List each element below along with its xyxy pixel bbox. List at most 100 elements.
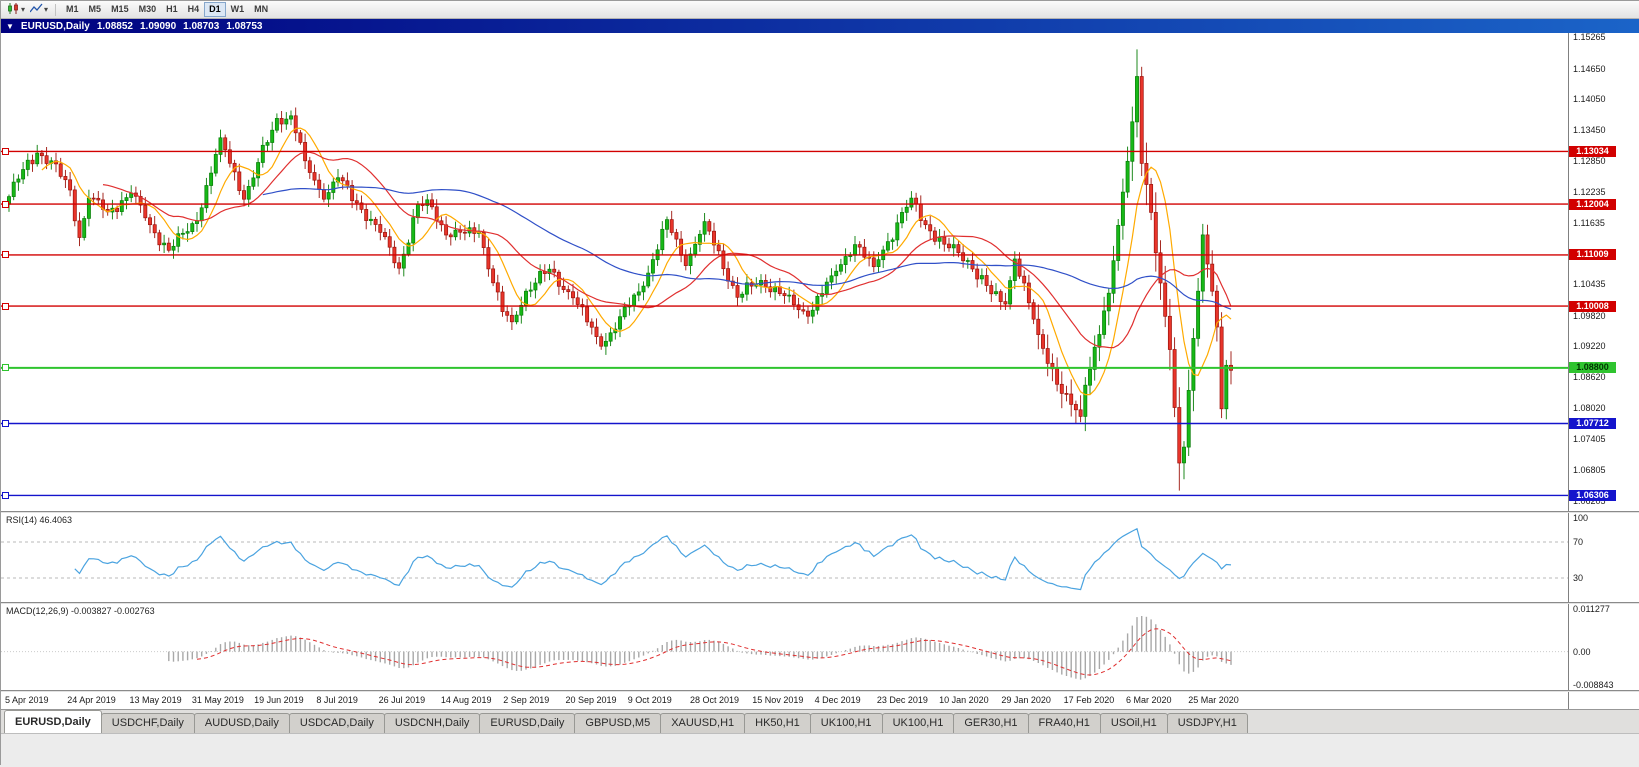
candle-body — [289, 115, 293, 120]
candle-body — [961, 252, 966, 262]
line-handle[interactable] — [2, 251, 9, 259]
price-axis-separator[interactable] — [1568, 33, 1569, 709]
candle-body — [152, 224, 157, 234]
candle-body — [965, 260, 970, 262]
rsi-line — [74, 527, 1232, 591]
timeframe-button-h1[interactable]: H1 — [161, 2, 183, 17]
candle-body — [176, 233, 181, 247]
status-bar — [1, 733, 1639, 767]
macd-indicator-label: MACD(12,26,9) -0.003827 -0.002763 — [6, 606, 155, 616]
candle-body — [791, 294, 796, 306]
candle-body — [514, 314, 519, 323]
hline-price-tag[interactable]: 1.11009 — [1569, 249, 1616, 261]
panel-divider[interactable] — [1, 511, 1639, 513]
candle-body — [270, 129, 275, 143]
timeframe-button-h4[interactable]: H4 — [183, 2, 205, 17]
candle-body — [157, 232, 162, 246]
candle-body — [1177, 407, 1182, 464]
timeframe-buttons: M1 M5 M15 M30 H1 H4 D1 W1 MN — [61, 2, 273, 17]
hline-price-tag[interactable]: 1.13034 — [1569, 145, 1616, 157]
line-handle[interactable] — [2, 419, 9, 427]
chart-tab-xauusd-h1[interactable]: XAUUSD,H1 — [660, 713, 746, 733]
chart-tab-usdchf-daily[interactable]: USDCHF,Daily — [100, 713, 195, 733]
candle-body — [63, 176, 68, 181]
candle-body — [1163, 282, 1168, 317]
candle-body — [345, 180, 350, 186]
candle-body — [124, 197, 129, 201]
hline-price-tag[interactable]: 1.08800 — [1569, 362, 1616, 374]
chart-tab-usdcnh-daily[interactable]: USDCNH,Daily — [383, 713, 481, 733]
timeframe-button-m5[interactable]: M5 — [84, 2, 107, 17]
chart-tab-ger30-h1[interactable]: GER30,H1 — [953, 713, 1029, 733]
candle-body — [491, 268, 496, 284]
candle-body — [58, 163, 63, 177]
collapse-icon[interactable]: ▼ — [6, 21, 14, 31]
candle-body — [524, 290, 528, 306]
date-axis[interactable]: 5 Apr 2019 24 Apr 2019 13 May 2019 31 May 2… — [1, 692, 1639, 709]
candle-body — [21, 169, 26, 180]
chart-tab-eurusd-daily[interactable]: EURUSD,Daily — [479, 713, 576, 733]
chart-tab-usdjpy-h1[interactable]: USDJPY,H1 — [1166, 713, 1248, 733]
rsi-chart-canvas[interactable] — [1, 513, 1639, 602]
candle-body — [533, 282, 538, 291]
candle-body — [519, 304, 524, 316]
timeframe-button-m15[interactable]: M15 — [106, 2, 134, 17]
candle-body — [1064, 393, 1069, 395]
hline-price-tag[interactable]: 1.12004 — [1569, 198, 1616, 210]
timeframe-button-w1[interactable]: W1 — [226, 2, 250, 17]
line-handle[interactable] — [2, 200, 9, 208]
chart-tab-usoil-h1[interactable]: USOil,H1 — [1099, 713, 1168, 733]
chart-tab-gbpusd-m5[interactable]: GBPUSD,M5 — [574, 713, 662, 733]
chart-tab-usdcad-daily[interactable]: USDCAD,Daily — [288, 713, 385, 733]
line-handle[interactable] — [2, 491, 9, 499]
candle-body — [1224, 364, 1229, 410]
candle-body — [679, 238, 684, 256]
date-axis-label: 24 Apr 2019 — [67, 695, 116, 705]
candle-body — [242, 190, 246, 200]
hline-price-tag[interactable]: 1.10008 — [1569, 300, 1616, 312]
chart-type-selector[interactable]: ▾ — [5, 1, 27, 19]
chart-tab-uk100-h1[interactable]: UK100,H1 — [881, 713, 955, 733]
candle-body — [801, 309, 806, 312]
toolbar-separator — [55, 3, 57, 16]
line-handle[interactable] — [2, 147, 9, 155]
timeframe-button-m30[interactable]: M30 — [134, 2, 162, 17]
candle-body — [1073, 404, 1078, 411]
chart-tab-fra40-h1[interactable]: FRA40,H1 — [1027, 713, 1101, 733]
rsi-panel[interactable]: RSI(14) 46.4063 100 70 30 — [1, 513, 1639, 602]
candle-body — [91, 197, 96, 200]
candle-body — [444, 224, 449, 236]
candle-body — [932, 230, 937, 242]
candle-body — [688, 253, 693, 266]
price-panel[interactable]: 1.13034 1.12004 1.11009 1.10008 1.08800 1.077… — [1, 33, 1639, 511]
candle-body — [900, 212, 904, 224]
macd-panel[interactable]: MACD(12,26,9) -0.003827 -0.002763 0.0112… — [1, 604, 1639, 690]
chart-tab-audusd-daily[interactable]: AUDUSD,Daily — [193, 713, 290, 733]
panel-divider[interactable] — [1, 602, 1639, 604]
zoom-selector[interactable]: ▾ — [28, 1, 50, 19]
chart-tab-uk100-h1[interactable]: UK100,H1 — [809, 713, 883, 733]
macd-chart-canvas[interactable] — [1, 604, 1639, 690]
chart-tab-eurusd-daily[interactable]: EURUSD,Daily — [4, 710, 102, 733]
chart-title-bar[interactable]: ▼ EURUSD,Daily 1.08852 1.09090 1.08703 1… — [1, 19, 1639, 33]
candle-body — [453, 229, 458, 238]
candle-body — [571, 291, 575, 299]
hline-price-tag[interactable]: 1.07712 — [1569, 417, 1616, 429]
hline-price-tag[interactable]: 1.06306 — [1569, 489, 1616, 501]
timeframe-button-d1[interactable]: D1 — [204, 2, 226, 17]
timeframe-button-mn[interactable]: MN — [249, 2, 273, 17]
candle-body — [1125, 160, 1130, 193]
price-chart-canvas[interactable] — [1, 33, 1639, 511]
candle-body — [928, 224, 933, 232]
timeframe-button-m1[interactable]: M1 — [61, 2, 84, 17]
candle-body — [979, 275, 984, 280]
candle-body — [622, 306, 627, 318]
line-handle[interactable] — [2, 302, 9, 310]
line-handle[interactable] — [2, 364, 9, 372]
chart-tab-hk50-h1[interactable]: HK50,H1 — [744, 713, 811, 733]
candle-body — [942, 236, 947, 245]
candle-body — [180, 232, 185, 235]
candle-body — [143, 204, 148, 219]
candle-body — [1026, 282, 1031, 304]
date-axis-label: 23 Dec 2019 — [876, 695, 928, 705]
